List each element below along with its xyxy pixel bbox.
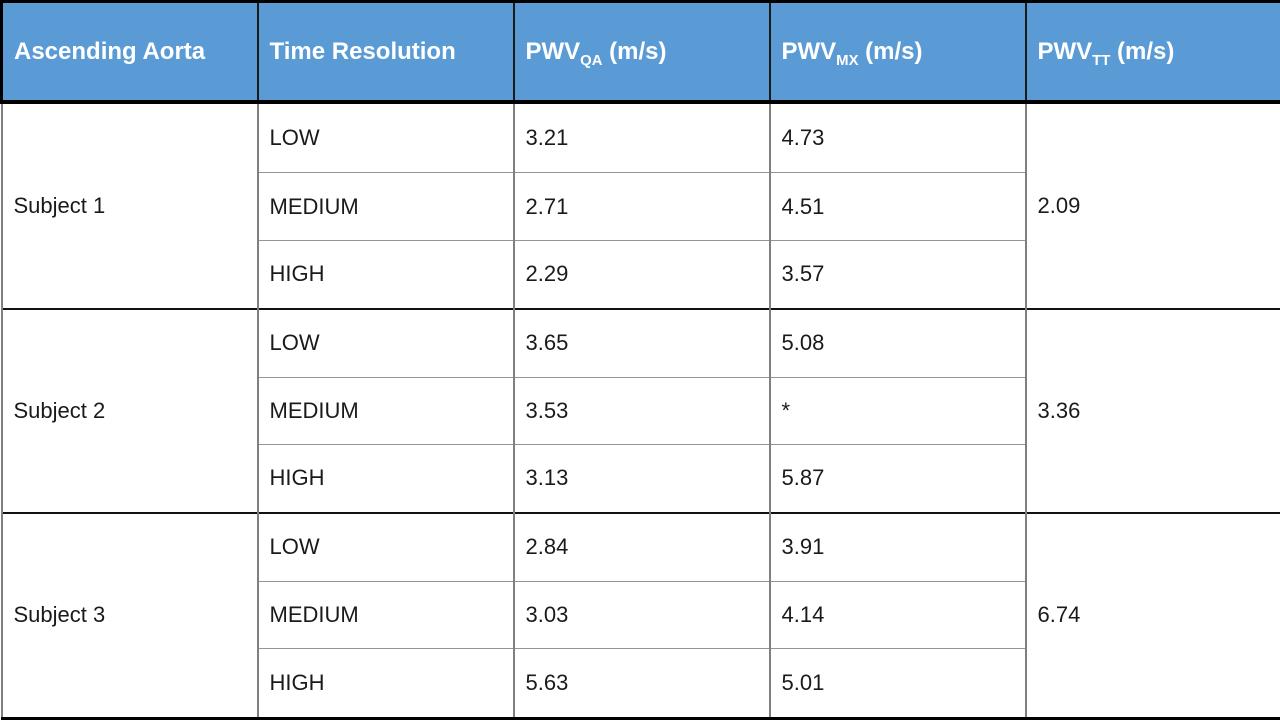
pwv-qa-cell: 5.63 bbox=[512, 648, 771, 720]
pwv-qa-cell: 3.13 bbox=[512, 443, 771, 514]
pwv-qa-cell: 3.65 bbox=[512, 307, 771, 378]
pwv-mx-cell: 5.87 bbox=[768, 443, 1027, 514]
pwv-qa-cell: 3.53 bbox=[512, 376, 771, 445]
time-resolution-cell: HIGH bbox=[256, 443, 515, 514]
pwv-mx-cell: 3.91 bbox=[768, 511, 1027, 582]
time-resolution-cell: HIGH bbox=[256, 239, 515, 310]
pwv-mx-cell: 4.73 bbox=[768, 101, 1027, 174]
pwv-qa-cell: 2.84 bbox=[512, 511, 771, 582]
pwv-tt-cell: 2.09 bbox=[1024, 101, 1280, 310]
pwv-qa-subscript: QA bbox=[580, 52, 603, 69]
pwv-mx-cell: 4.14 bbox=[768, 580, 1027, 650]
subject-cell: Subject 1 bbox=[0, 101, 259, 310]
table-row: HIGH 2.29 3.57 bbox=[2, 239, 1280, 310]
unit-label: (m/s) bbox=[858, 37, 923, 65]
table-row: HIGH 5.63 5.01 bbox=[2, 648, 1280, 720]
time-resolution-cell: MEDIUM bbox=[256, 172, 515, 241]
unit-label: (m/s) bbox=[602, 37, 667, 65]
column-header-ascending-aorta: Ascending Aorta bbox=[0, 0, 259, 104]
pwv-mx-cell: 3.57 bbox=[768, 239, 1027, 310]
unit-label: (m/s) bbox=[1110, 37, 1175, 65]
table-header: Ascending Aorta Time Resolution PWVQA (m… bbox=[0, 0, 1280, 104]
time-resolution-cell: LOW bbox=[256, 511, 515, 582]
pwv-label: PWV bbox=[525, 37, 581, 65]
pwv-tt-cell: 3.36 bbox=[1024, 307, 1280, 514]
table-row: MEDIUM 3.03 4.14 bbox=[2, 580, 1280, 650]
subject-cell: Subject 3 bbox=[0, 511, 259, 719]
pwv-mx-cell: 4.51 bbox=[768, 172, 1027, 241]
time-resolution-cell: LOW bbox=[256, 307, 515, 378]
table-row: Subject 1 LOW 3.21 4.73 2.09 bbox=[0, 101, 1280, 310]
column-header-pwv-tt: PWVTT (m/s) bbox=[1024, 0, 1280, 104]
pwv-mx-cell: * bbox=[768, 376, 1027, 445]
pwv-tt-cell: 6.74 bbox=[1024, 511, 1280, 719]
pwv-qa-cell: 2.71 bbox=[512, 172, 771, 241]
table-row: MEDIUM 3.53 * bbox=[2, 376, 1280, 445]
column-header-pwv-mx: PWVMX (m/s) bbox=[768, 0, 1027, 104]
table-body: Subject 1 LOW 3.21 4.73 2.09 MEDIUM 2.71… bbox=[0, 101, 1280, 720]
header-row: Ascending Aorta Time Resolution PWVQA (m… bbox=[0, 0, 1280, 104]
time-resolution-cell: MEDIUM bbox=[256, 580, 515, 650]
column-header-pwv-qa: PWVQA (m/s) bbox=[512, 0, 771, 104]
subject-cell: Subject 2 bbox=[0, 307, 259, 514]
table-row: HIGH 3.13 5.87 bbox=[2, 443, 1280, 514]
table-row: MEDIUM 2.71 4.51 bbox=[2, 172, 1280, 241]
pwv-label: PWV bbox=[1037, 37, 1093, 65]
pwv-qa-cell: 3.03 bbox=[512, 580, 771, 650]
pwv-mx-cell: 5.01 bbox=[768, 648, 1027, 720]
pwv-label: PWV bbox=[781, 37, 837, 65]
time-resolution-cell: MEDIUM bbox=[256, 376, 515, 445]
table-row: Subject 3 LOW 2.84 3.91 6.74 bbox=[0, 511, 1280, 719]
column-header-time-resolution: Time Resolution bbox=[256, 0, 515, 104]
table-row: Subject 2 LOW 3.65 5.08 3.36 bbox=[0, 307, 1280, 514]
time-resolution-cell: HIGH bbox=[256, 648, 515, 720]
time-resolution-cell: LOW bbox=[256, 101, 515, 174]
pwv-qa-cell: 2.29 bbox=[512, 239, 771, 310]
pwv-tt-subscript: TT bbox=[1092, 52, 1111, 69]
pwv-qa-cell: 3.21 bbox=[512, 101, 771, 174]
pwv-mx-subscript: MX bbox=[836, 52, 859, 69]
pwv-mx-cell: 5.08 bbox=[768, 307, 1027, 378]
